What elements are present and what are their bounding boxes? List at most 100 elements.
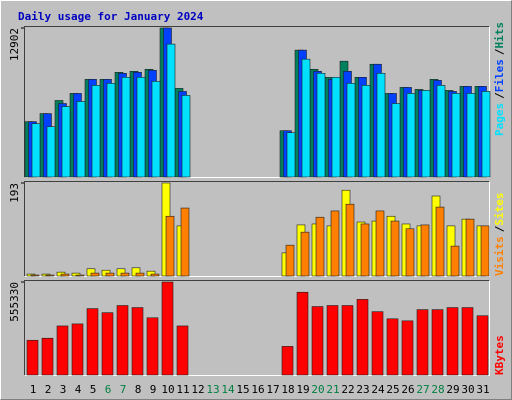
bar [341,305,354,376]
bar [161,281,174,376]
bar [326,305,339,376]
bar [30,274,40,277]
legend-entry: KBytes [493,335,506,375]
bar [391,103,401,178]
y-tick-label: 12902 [8,28,21,61]
bar [131,307,144,376]
bar [285,244,295,277]
x-tick-label: 29 [446,383,459,396]
bar [296,291,309,376]
bar [300,231,310,277]
x-tick-label: 4 [75,383,82,396]
legend-entry: Sites [493,193,506,226]
x-tick-label: 9 [150,383,157,396]
x-tick-label: 18 [281,383,294,396]
bar [105,272,115,277]
y-tick-label: 555330 [8,282,21,322]
bar [420,224,430,277]
bar [75,274,85,277]
bar [376,72,386,178]
bar [451,93,461,178]
bar [356,299,369,376]
bar [76,101,86,178]
x-tick-label: 21 [326,383,339,396]
bar [60,273,70,277]
x-tick-label: 30 [461,383,474,396]
legend-entry: Pages [493,103,506,136]
bar [421,90,431,178]
bar [151,81,161,178]
bar [86,308,99,376]
legend-separator: / [493,225,506,232]
x-tick-label: 17 [266,383,279,396]
bar [405,228,415,277]
x-tick-label: 24 [371,383,385,396]
x-tick-label: 15 [236,383,249,396]
bar [316,72,326,178]
bar [431,309,444,376]
bar [101,312,114,376]
x-tick-label: 13 [206,383,219,396]
legend-separator: / [493,48,506,55]
plot-bevel [24,181,490,277]
bar [450,245,460,277]
bar [135,272,145,277]
bar [26,339,39,376]
x-tick-label: 8 [135,383,142,396]
bar [346,83,356,178]
bar [121,77,131,178]
bar [401,320,414,376]
bar [466,93,476,178]
bar [106,83,116,178]
bar [371,311,384,376]
bar [281,346,294,376]
bar [461,307,474,376]
bar [375,210,385,277]
legend-separator: / [493,92,506,99]
bar [120,272,130,277]
plot-bevel [24,280,490,376]
plot-bevel [24,181,490,277]
bar [331,77,341,178]
bar [390,220,400,277]
legend-entry: Files [493,59,506,92]
x-tick-label: 23 [356,383,369,396]
bar [181,95,191,178]
bar [481,91,491,178]
bar [146,317,159,376]
bar [90,272,100,277]
bar [136,77,146,178]
bar [150,273,160,277]
x-tick-label: 27 [416,383,429,396]
x-tick-label: 14 [221,383,235,396]
x-tick-label: 20 [311,383,324,396]
bar [45,274,55,277]
x-tick-label: 25 [386,383,399,396]
bar [301,58,311,178]
plot-bevel [24,280,490,376]
bar [71,323,84,376]
y-tick-label: 193 [8,183,21,203]
bar [31,123,41,178]
bar [61,106,71,178]
bar [311,306,324,376]
legend-entry: Visits [493,236,506,276]
plot-bevel [24,26,490,178]
bar [465,218,475,277]
legend-entry: Hits [493,22,506,49]
bar [360,223,370,277]
bar [56,325,69,376]
bar [116,305,129,376]
legend: Visits /Sites [493,193,506,277]
x-tick-label: 19 [296,383,309,396]
chart-title: Daily usage for January 2024 [18,10,204,23]
bar [386,318,399,376]
x-tick-label: 28 [431,383,444,396]
x-tick-label: 31 [476,383,489,396]
bar [416,309,429,376]
bar [166,43,176,178]
bar [476,315,489,376]
x-tick-label: 26 [401,383,414,396]
